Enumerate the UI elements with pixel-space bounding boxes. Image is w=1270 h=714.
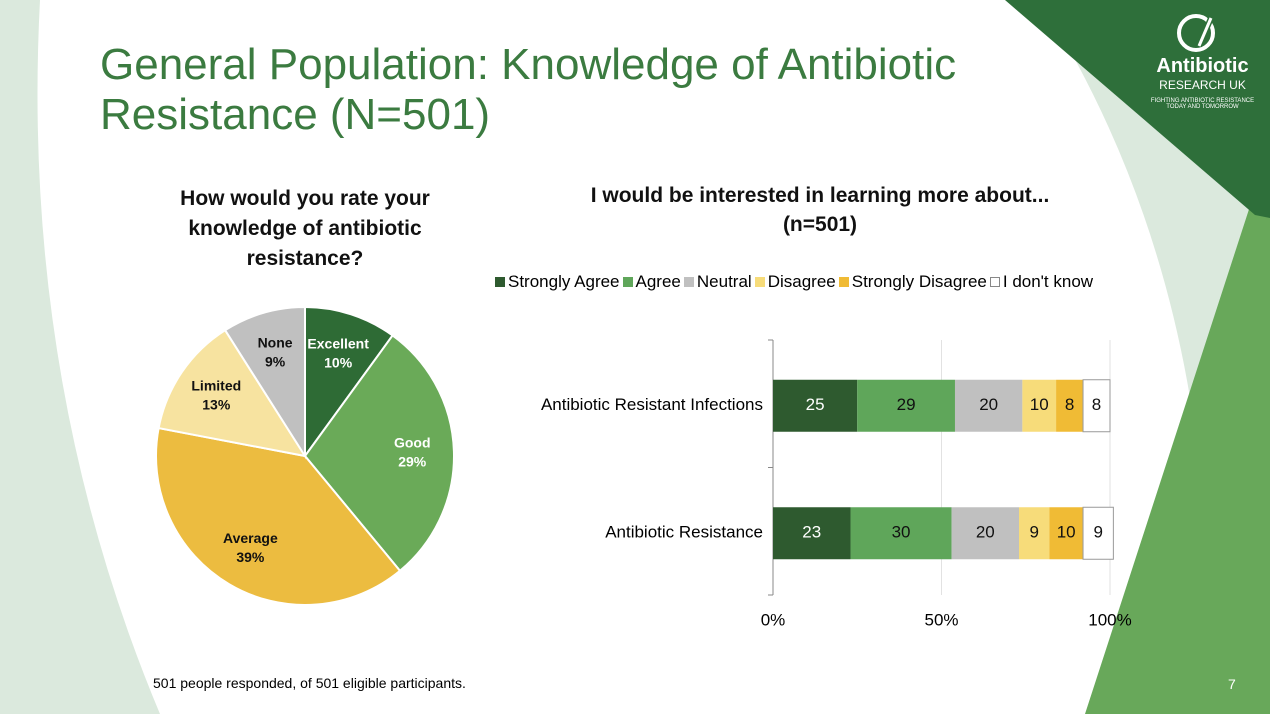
data-label: 20 (979, 395, 998, 414)
legend-swatch (989, 277, 1000, 287)
data-label: 9 (1029, 523, 1038, 542)
data-label: 29 (897, 395, 916, 414)
legend: Strongly Agree Agree Neutral Disagree Strong… (495, 270, 1152, 294)
slice-value-label: 9% (265, 354, 286, 370)
legend-swatch (838, 277, 849, 287)
data-label: 8 (1092, 395, 1101, 414)
slice-label: Limited (191, 377, 241, 393)
legend-label: I don't know (1002, 272, 1094, 291)
slice-value-label: 29% (398, 453, 427, 469)
legend-label: Strongly Agree (508, 272, 620, 291)
footnote: 501 people responded, of 501 eligible pa… (153, 675, 466, 691)
bar-segment (951, 507, 1020, 560)
chart-title: I would be interested in learning more a… (590, 184, 1050, 207)
legend-swatch (683, 277, 694, 287)
pie-slice (304, 305, 394, 460)
data-label: 23 (802, 523, 821, 542)
logo-tagline: FIGHTING ANTIBIOTIC RESISTANCE (1150, 98, 1255, 104)
data-label: 8 (1065, 395, 1074, 414)
logo-name: Antibiotic (1156, 55, 1249, 77)
bar-segment (1056, 379, 1084, 432)
legend-label: Disagree (767, 272, 836, 291)
legend-swatch (622, 277, 633, 287)
logo: Antibiotic RESEARCH UK FIGHTING ANTIBIOT… (1140, 55, 1265, 110)
slice-label: Good (394, 434, 431, 450)
legend-label: Agree (635, 272, 681, 291)
bar-segment (857, 379, 955, 432)
logo-subname: RESEARCH UK (1159, 78, 1246, 92)
chart-subtitle: (n=501) (782, 213, 858, 236)
bar-segment (773, 507, 851, 560)
data-label: 25 (806, 395, 825, 414)
slice-value-label: 10% (324, 355, 353, 371)
x-tick-label: 100% (1088, 610, 1131, 629)
legend-swatch (754, 277, 765, 287)
chart-title: How would you rate your knowledge of ant… (180, 187, 430, 270)
legend-item: Neutral (683, 270, 752, 294)
data-label: 20 (976, 523, 995, 542)
bar-segment (773, 379, 858, 432)
page-number: 7 (1228, 676, 1236, 692)
legend-label: Strongly Disagree (851, 272, 987, 291)
legend-item: Disagree (754, 270, 836, 294)
legend-item: Strongly Agree (495, 270, 620, 294)
slice-value-label: 39% (236, 549, 265, 565)
slice-label: Average (223, 530, 278, 546)
bar-segment (1049, 507, 1084, 560)
pie-slice (303, 334, 455, 573)
data-label: 30 (892, 523, 911, 542)
data-label: 9 (1093, 523, 1102, 542)
legend-item: Strongly Disagree (838, 270, 987, 294)
data-label: 10 (1030, 395, 1049, 414)
pie-slice (157, 328, 308, 458)
slice-label: None (258, 335, 293, 351)
bar-segment (1082, 379, 1111, 433)
slice-label: Excellent (307, 336, 369, 352)
legend-swatch (495, 277, 505, 287)
bar-segment (1022, 379, 1057, 432)
legend-item: Agree (622, 270, 681, 294)
bar-segment (954, 379, 1023, 432)
x-tick-label: 50% (924, 610, 958, 629)
bar-segment (1082, 506, 1114, 560)
x-tick-label: 0% (761, 610, 786, 629)
logo-tagline: TODAY AND TOMORROW (1166, 104, 1239, 110)
legend-item: I don't know (989, 270, 1094, 294)
y-tick-label: Antibiotic Resistant Infections (541, 395, 763, 414)
bar-segment (1019, 507, 1050, 560)
slice-value-label: 13% (202, 396, 231, 412)
slide-title: General Population: Knowledge of Antibio… (100, 40, 957, 139)
y-tick-label: Antibiotic Resistance (605, 523, 763, 542)
bar-segment (850, 507, 952, 560)
pie-slice (155, 426, 402, 606)
data-label: 10 (1057, 523, 1076, 542)
legend-label: Neutral (696, 272, 752, 291)
pie-slice (223, 305, 306, 460)
